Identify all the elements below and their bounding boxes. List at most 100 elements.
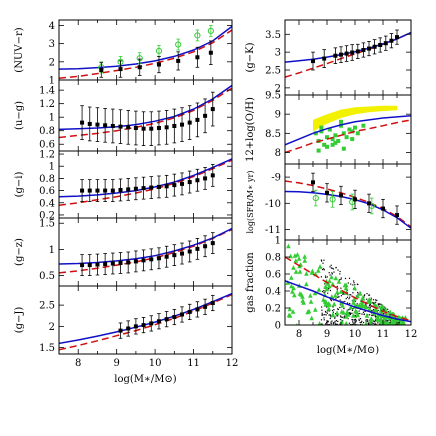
plot-area <box>59 84 232 146</box>
obs-green-point <box>329 196 336 203</box>
gas-point-black <box>323 268 325 270</box>
gas-point-black <box>359 323 362 325</box>
gas-point-green: ▲ <box>369 316 374 323</box>
y-tick-label: 0.2 <box>39 210 55 221</box>
gas-point-black <box>345 314 347 316</box>
gas-point-black <box>339 306 341 309</box>
x-tick-label: 11 <box>377 329 390 340</box>
gas-point-black <box>387 314 389 316</box>
gas-point-green: ▲ <box>331 312 336 319</box>
obs-black-point <box>156 62 161 67</box>
gas-point-green: ▲ <box>381 319 386 326</box>
gas-point-black <box>367 314 369 316</box>
gas-point-green: ▲ <box>368 298 373 305</box>
gas-point-green: ▲ <box>317 286 322 293</box>
gas-point-black <box>327 310 329 312</box>
y-tick-label: 4 <box>49 21 55 32</box>
gas-point-black <box>325 276 327 279</box>
gas-point-black <box>346 292 348 294</box>
gas-point-green: ▲ <box>344 320 349 327</box>
obs-black-point <box>126 187 131 192</box>
gas-point-black <box>381 322 383 324</box>
gas-point-black <box>323 317 325 319</box>
gas-point-green: ▲ <box>364 320 369 327</box>
gas-point-black <box>356 315 358 317</box>
gas-point-black <box>392 323 394 325</box>
gas-point-green: ▲ <box>290 288 295 295</box>
obs-black-point <box>137 65 142 70</box>
gas-point-black <box>372 309 375 311</box>
gas-point-black <box>321 260 323 262</box>
gas-point-black <box>352 292 354 294</box>
gas-point-black <box>330 315 332 317</box>
obs-black-point <box>149 257 154 262</box>
axes-frame <box>284 163 412 241</box>
gas-point-green: ▲ <box>291 264 296 271</box>
axes-frame <box>58 285 233 355</box>
gas-point-green: ▲ <box>382 315 387 322</box>
gas-point-green: ▲ <box>288 305 293 312</box>
obs-black-point <box>164 317 169 322</box>
gas-point-black <box>374 303 376 305</box>
gas-point-green: ▲ <box>310 269 315 276</box>
gas-point-black <box>346 309 348 311</box>
gas-point-black <box>357 291 359 293</box>
gas-point-green: ▲ <box>330 281 335 288</box>
gas-point-green: ▲ <box>361 295 366 302</box>
gas-point-black <box>370 297 372 299</box>
gas-point-green: ▲ <box>386 319 391 326</box>
gas-point-green: ▲ <box>343 322 348 329</box>
gas-point-black <box>342 301 344 303</box>
obs-black-point <box>187 120 192 125</box>
gas-point-green: ▲ <box>327 278 332 285</box>
gas-point-green: ▲ <box>289 283 294 290</box>
gas-point-black <box>384 313 386 315</box>
gas-point-black <box>355 289 357 291</box>
gas-point-black <box>374 323 376 325</box>
gas-point-green: ▲ <box>388 309 393 316</box>
obs-black-point <box>339 193 343 198</box>
gas-point-black <box>328 287 330 289</box>
obs-black-point <box>118 328 123 333</box>
x-axis-label: log(M∗/M⊙) <box>317 345 380 356</box>
y-tick-label: 2.5 <box>265 66 281 77</box>
gas-point-green: ▲ <box>373 302 378 309</box>
gas-point-green: ▲ <box>339 308 344 315</box>
gas-point-green: ▲ <box>386 320 391 327</box>
gas-point-black <box>365 319 367 321</box>
gas-point-black <box>334 317 336 319</box>
gas-point-black <box>339 323 341 325</box>
gas-point-green: ▲ <box>379 318 384 325</box>
metallicity-point <box>330 137 335 142</box>
obs-black-point <box>210 241 215 246</box>
gas-point-black <box>389 319 391 321</box>
gas-point-black <box>392 322 394 324</box>
gas-point-black <box>325 314 327 316</box>
gas-point-black <box>377 322 379 324</box>
obs-green-point <box>175 41 182 48</box>
gas-point-black <box>373 309 375 311</box>
gas-point-black <box>342 320 344 322</box>
metallicity-point <box>325 144 329 149</box>
obs-black-point <box>141 186 146 191</box>
gas-point-green: ▲ <box>355 312 360 319</box>
gas-point-black <box>346 296 349 298</box>
gas-point-green: ▲ <box>340 302 345 309</box>
gas-point-black <box>326 306 328 308</box>
gas-point-green: ▲ <box>333 292 338 299</box>
gas-point-black <box>330 299 332 301</box>
gas-point-green: ▲ <box>368 320 373 327</box>
gas-point-black <box>364 294 366 296</box>
axes-frame <box>58 19 233 81</box>
gas-point-green: ▲ <box>403 314 408 321</box>
gas-point-black <box>356 312 358 314</box>
x-tick-label: 9 <box>324 329 330 340</box>
gas-point-black <box>391 321 394 323</box>
gas-point-green: ▲ <box>357 301 362 308</box>
gas-point-black <box>378 323 381 325</box>
plot-area <box>285 105 411 154</box>
plot-area <box>59 227 232 276</box>
gas-point-green: ▲ <box>309 298 314 305</box>
y-tick-label: 3.5 <box>265 30 281 41</box>
gas-point-black <box>321 312 323 314</box>
